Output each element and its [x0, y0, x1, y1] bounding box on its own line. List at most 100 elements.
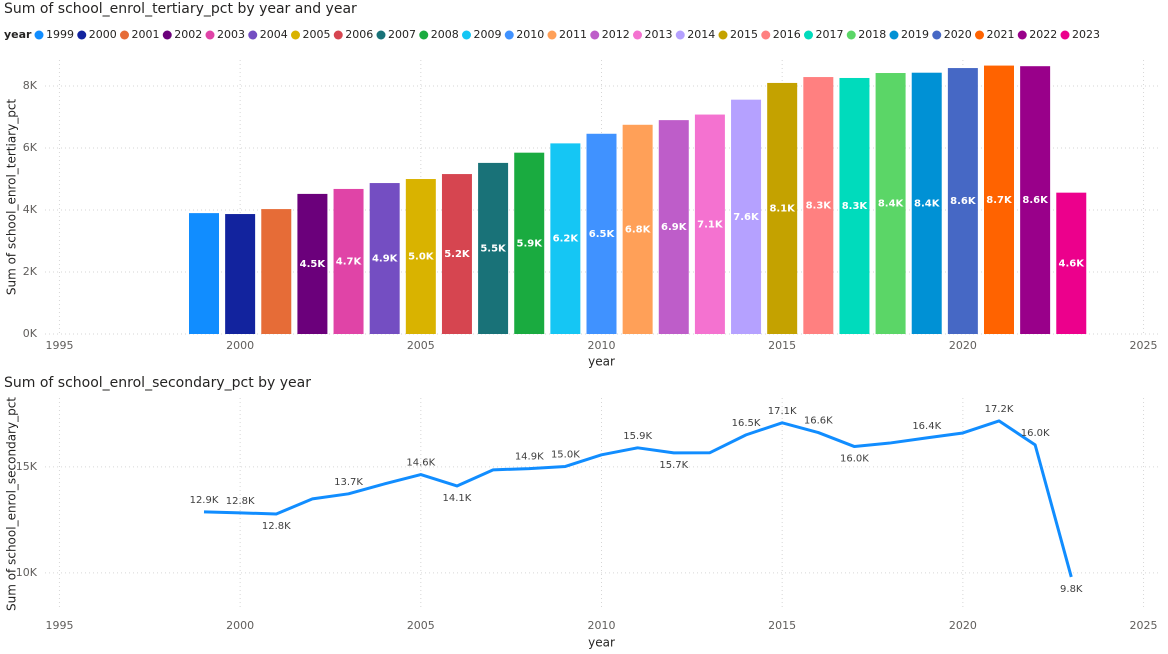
data-label: 8.6K [1022, 195, 1049, 206]
data-label: 4.6K [1059, 258, 1086, 269]
x-tick-label: 1995 [45, 339, 73, 352]
data-label: 16.0K [1021, 428, 1050, 439]
legend-label: 2019 [901, 28, 929, 41]
legend-label: 2008 [431, 28, 459, 41]
bar [803, 77, 834, 334]
legend-marker [120, 30, 129, 40]
data-label: 8.7K [986, 195, 1013, 206]
data-label: 15.7K [659, 460, 688, 471]
y-axis-title: Sum of school_enrol_secondary_pct [5, 397, 19, 611]
data-label: 8.4K [878, 199, 905, 210]
legend-marker [675, 30, 685, 40]
bar [478, 162, 509, 334]
bar [984, 65, 1014, 334]
legend-label: 2003 [217, 28, 245, 41]
legend-label: 2007 [388, 28, 416, 41]
legend-label: 2002 [174, 28, 202, 41]
data-label: 9.8K [1060, 584, 1083, 595]
data-label: 5.2K [444, 249, 471, 260]
legend-label: 2015 [730, 28, 758, 41]
bar [333, 188, 364, 334]
y-tick-label: 15K [16, 460, 38, 473]
bar [911, 72, 942, 335]
legend-marker [1060, 30, 1070, 40]
legend-label: 2022 [1029, 28, 1057, 41]
legend-label: 2010 [516, 28, 544, 41]
legend-marker [205, 30, 215, 40]
data-label: 6.2K [553, 234, 580, 245]
legend-label: 2020 [944, 28, 972, 41]
legend-marker [504, 30, 514, 40]
data-label: 8.4K [914, 198, 941, 209]
bar [261, 209, 292, 334]
legend-label: 2023 [1072, 28, 1100, 41]
chart-title: Sum of school_enrol_tertiary_pct by year… [4, 1, 357, 17]
data-label: 12.9K [190, 495, 219, 506]
bar [514, 152, 545, 334]
data-label: 8.3K [842, 201, 869, 212]
x-tick-label: 2005 [407, 339, 435, 352]
bar [441, 174, 472, 334]
legend-marker [333, 30, 343, 40]
data-label: 14.9K [515, 452, 544, 463]
bar [405, 179, 436, 334]
bar [658, 120, 689, 334]
y-tick-label: 6K [23, 141, 38, 154]
x-tick-label: 2015 [768, 339, 796, 352]
data-label: 14.1K [443, 493, 472, 504]
bar [550, 143, 581, 334]
data-label: 5.0K [408, 252, 435, 263]
bar [586, 133, 617, 334]
legend-label: 2013 [645, 28, 673, 41]
data-label: 6.8K [625, 224, 652, 235]
line [203, 419, 1073, 578]
data-label: 5.5K [480, 243, 507, 254]
legend-label: 2011 [559, 28, 587, 41]
legend-label: 2018 [858, 28, 886, 41]
bar [694, 114, 725, 334]
x-tick-label: 2025 [1130, 619, 1158, 632]
chart-title: Sum of school_enrol_secondary_pct by yea… [4, 375, 311, 391]
y-tick-label: 2K [23, 265, 38, 278]
data-label: 12.8K [226, 496, 255, 507]
legend-marker [162, 30, 172, 40]
bar [839, 77, 870, 334]
x-tick-label: 1995 [45, 619, 73, 632]
legend-marker [419, 30, 429, 40]
data-label: 4.5K [300, 259, 327, 270]
bar [297, 193, 328, 334]
bar [225, 214, 256, 334]
y-tick-label: 8K [23, 79, 38, 92]
x-tick-label: 2020 [949, 339, 977, 352]
legend-label: 2009 [474, 28, 502, 41]
data-label: 13.7K [334, 477, 363, 488]
data-label: 6.9K [661, 222, 688, 233]
bar [1020, 66, 1051, 334]
legend-label: 2005 [303, 28, 331, 41]
data-label: 16.5K [732, 418, 761, 429]
bar [767, 82, 798, 335]
legend-marker [975, 30, 984, 40]
y-tick-label: 0K [23, 327, 38, 340]
x-tick-label: 2000 [226, 619, 254, 632]
data-label: 8.6K [950, 196, 977, 207]
legend-marker [804, 30, 813, 40]
legend-label: 2016 [773, 28, 801, 41]
legend-label: 1999 [46, 28, 74, 41]
legend-marker [633, 30, 642, 40]
y-tick-label: 10K [16, 566, 38, 579]
x-axis-title: year [588, 355, 615, 369]
bar [947, 68, 978, 334]
data-label: 16.6K [804, 416, 833, 427]
x-tick-label: 2010 [588, 339, 616, 352]
data-label: 15.9K [623, 431, 652, 442]
bar [369, 183, 400, 334]
legend-marker [761, 30, 771, 40]
legend-label: 2000 [89, 28, 117, 41]
x-tick-label: 2010 [588, 619, 616, 632]
legend-label: 2017 [816, 28, 844, 41]
legend-marker [590, 30, 600, 40]
legend-marker [248, 30, 258, 40]
legend-label: 2021 [987, 28, 1015, 41]
legend-marker [932, 30, 942, 40]
